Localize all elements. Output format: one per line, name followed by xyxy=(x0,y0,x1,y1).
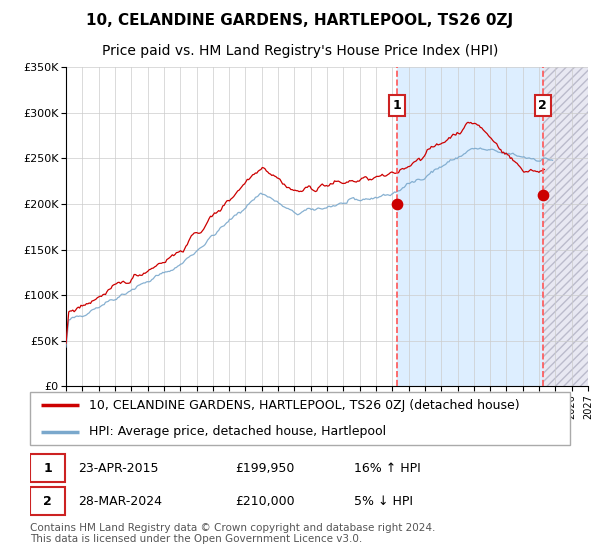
Text: 10, CELANDINE GARDENS, HARTLEPOOL, TS26 0ZJ (detached house): 10, CELANDINE GARDENS, HARTLEPOOL, TS26 … xyxy=(89,399,520,412)
Text: £210,000: £210,000 xyxy=(235,494,295,508)
Text: Price paid vs. HM Land Registry's House Price Index (HPI): Price paid vs. HM Land Registry's House … xyxy=(102,44,498,58)
FancyBboxPatch shape xyxy=(30,487,65,515)
Text: £199,950: £199,950 xyxy=(235,462,295,475)
Text: HPI: Average price, detached house, Hartlepool: HPI: Average price, detached house, Hart… xyxy=(89,426,386,438)
Text: 28-MAR-2024: 28-MAR-2024 xyxy=(79,494,163,508)
FancyBboxPatch shape xyxy=(30,392,570,445)
Text: 1: 1 xyxy=(43,462,52,475)
Text: 10, CELANDINE GARDENS, HARTLEPOOL, TS26 0ZJ: 10, CELANDINE GARDENS, HARTLEPOOL, TS26 … xyxy=(86,13,514,29)
Text: Contains HM Land Registry data © Crown copyright and database right 2024.
This d: Contains HM Land Registry data © Crown c… xyxy=(30,523,436,544)
Text: 5% ↓ HPI: 5% ↓ HPI xyxy=(354,494,413,508)
Bar xyxy=(397,67,543,386)
Point xyxy=(392,199,402,208)
Text: 16% ↑ HPI: 16% ↑ HPI xyxy=(354,462,421,475)
FancyBboxPatch shape xyxy=(30,454,65,482)
Text: 2: 2 xyxy=(43,494,52,508)
Text: 2: 2 xyxy=(538,99,547,112)
Point xyxy=(538,190,548,199)
Text: 23-APR-2015: 23-APR-2015 xyxy=(79,462,159,475)
Bar xyxy=(543,67,588,386)
Text: 1: 1 xyxy=(393,99,401,112)
